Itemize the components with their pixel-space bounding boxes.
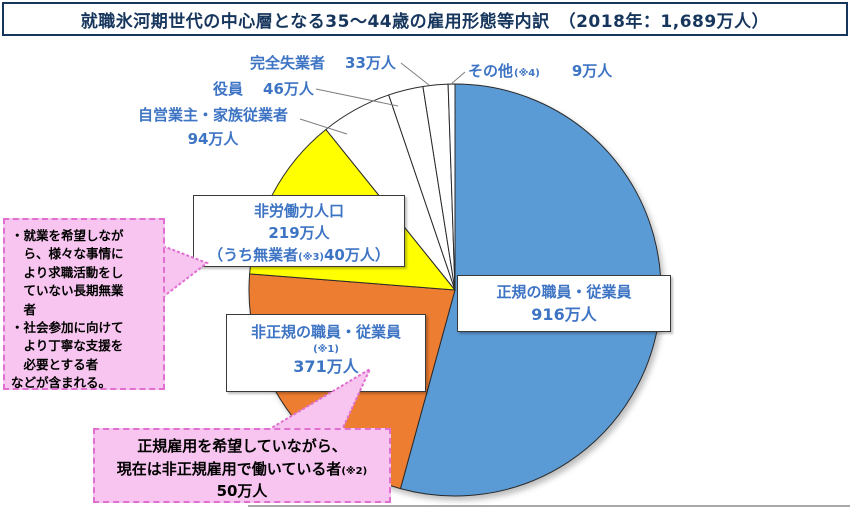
leader-line-executives [315, 88, 399, 107]
label-unemployed-value: 33万人 [345, 54, 396, 72]
nonregular-name: 非正規の職員・従業員 [250, 323, 401, 341]
bottom-callout-line2: 現在は非正規雇用で働いている者(※2) [95, 458, 389, 481]
bottom-callout-line2-main: 現在は非正規雇用で働いている者 [116, 459, 342, 478]
label-others-name: その他 [468, 62, 514, 80]
nonlabor-value: 219万人 [268, 223, 330, 242]
leader-lines [299, 62, 466, 135]
leader-line-self-employed [299, 118, 348, 135]
left-annotation-callout: ・就業を希望しなが ら、様々な事情に より求職活動をし ていない長期無業 者 ・… [3, 218, 165, 390]
box-nonregular-employees: 非正規の職員・従業員 (※1) 371万人 [226, 314, 426, 392]
label-executives-value: 46万人 [263, 80, 314, 98]
nonregular-note: (※1) [313, 343, 339, 355]
label-self-employed-name: 自営業主・家族従業者 [137, 106, 288, 124]
bottom-callout-line1: 正規雇用を希望していながら、 [137, 437, 347, 455]
label-unemployed-name: 完全失業者 [250, 54, 326, 72]
nonlabor-detail-pre: （うち無業者 [208, 245, 299, 264]
bottom-callout-line3: 50万人 [216, 482, 268, 500]
chart-title: 就職氷河期世代の中心層となる35～44歳の雇用形態等内訳 （2018年：1,68… [80, 11, 770, 32]
chart-title-bar: 就職氷河期世代の中心層となる35～44歳の雇用形態等内訳 （2018年：1,68… [2, 2, 848, 36]
regular-name: 正規の職員・従業員 [496, 283, 632, 301]
bottom-callout-line2-note: (※2) [341, 465, 368, 477]
label-unemployed: 完全失業者 33万人 [250, 52, 396, 73]
box-nonlabor-population: 非労働力人口 219万人 （うち無業者(※3)40万人） [193, 195, 405, 267]
leader-line-unemployed [400, 62, 430, 86]
bottom-annotation-callout: 正規雇用を希望していながら、 現在は非正規雇用で働いている者(※2) 50万人 [93, 428, 391, 503]
label-self-employed-value: 94万人 [187, 130, 239, 148]
nonlabor-detail-note: (※3) [298, 251, 324, 263]
label-others: その他 (※4) 9万人 [468, 60, 612, 81]
regular-value: 916万人 [531, 304, 597, 324]
nonlabor-detail: （うち無業者(※3)40万人） [194, 245, 404, 267]
label-self-employed: 自営業主・家族従業者 94万人 [122, 104, 304, 149]
label-executives: 役員 46万人 [213, 78, 314, 99]
nonlabor-name: 非労働力人口 [253, 202, 344, 220]
nonregular-value: 371万人 [293, 356, 359, 376]
box-regular-employees: 正規の職員・従業員 916万人 [457, 275, 671, 332]
label-others-note: (※4) [514, 68, 540, 79]
nonlabor-detail-post: 40万人） [323, 245, 390, 264]
leader-line-others [449, 71, 466, 86]
bottom-divider [248, 505, 850, 507]
label-others-value: 9万人 [571, 62, 613, 80]
label-executives-name: 役員 [213, 80, 244, 98]
